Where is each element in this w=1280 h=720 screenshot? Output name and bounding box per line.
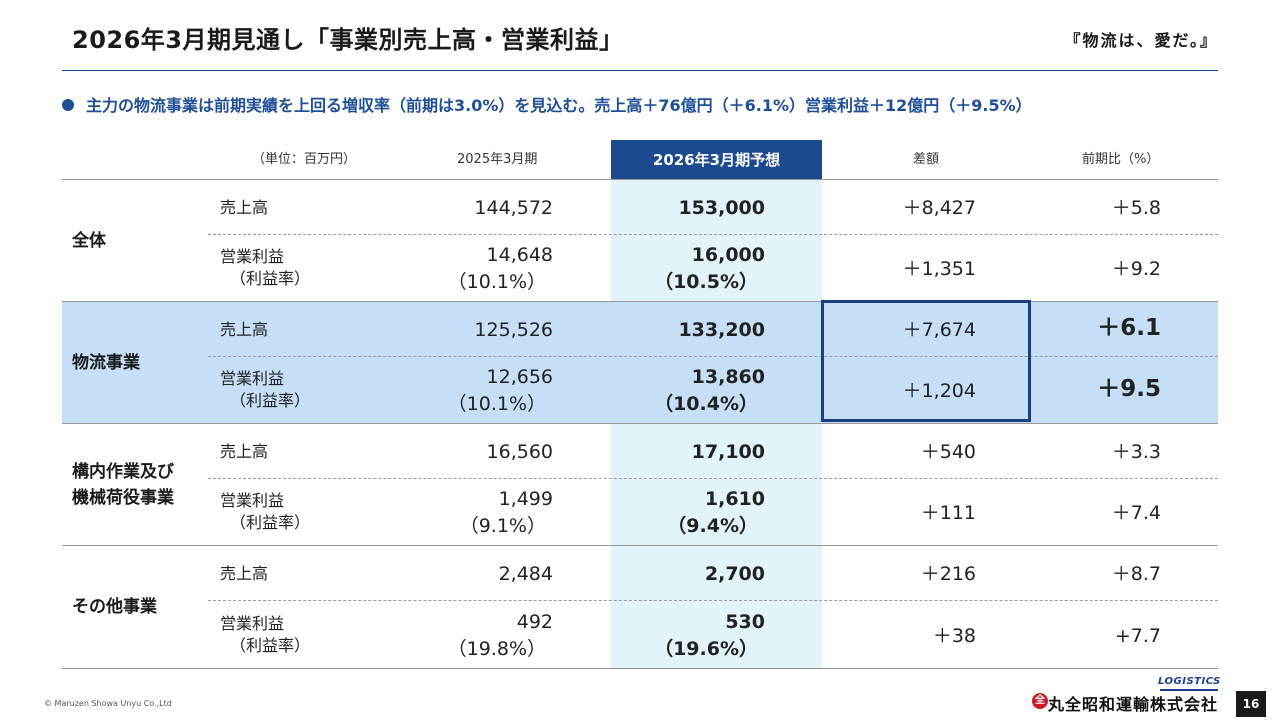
cell-ratio-profit: ＋9.2 xyxy=(1111,258,1161,280)
segment-label: 物流事業 xyxy=(72,353,140,373)
diff-highlight-box xyxy=(821,300,1031,422)
row-label-sales: 売上高 xyxy=(220,198,269,217)
segment-label-line2: 機械荷役事業 xyxy=(72,488,174,508)
summary-bullet: 主力の物流事業は前期実績を上回る増収率（前期は3.0%）を見込む。売上高＋76億… xyxy=(62,92,1032,116)
col-header-ratio: 前期比（%） xyxy=(1082,152,1160,167)
cell-diff-profit: ＋1,351 xyxy=(902,258,976,280)
cell-ratio-sales: ＋8.7 xyxy=(1111,563,1161,585)
cell-prev-profit: 1,499 xyxy=(498,488,553,510)
slogan: 『物流は、愛だ。』 xyxy=(1064,31,1218,50)
row-divider xyxy=(208,234,1218,235)
cell-prev-margin: （10.1%） xyxy=(447,393,546,415)
row-label-profit: 営業利益 xyxy=(220,369,285,388)
segment-label-line1: 構内作業及び xyxy=(72,462,174,482)
cell-forecast-sales: 2,700 xyxy=(704,563,765,585)
cell-ratio-sales: ＋3.3 xyxy=(1111,441,1161,463)
cell-prev-margin: （9.1%） xyxy=(459,515,546,537)
logistics-logo: LOGISTICS xyxy=(1158,676,1221,687)
cell-prev-sales: 125,526 xyxy=(474,319,553,341)
page-title: 2026年3月期見通し「事業別売上高・営業利益」 xyxy=(72,26,624,54)
cell-forecast-sales: 17,100 xyxy=(691,441,765,463)
segment-label: 全体 xyxy=(72,231,106,251)
cell-ratio-profit: ＋9.5 xyxy=(1097,376,1161,402)
cell-forecast-margin: （10.4%） xyxy=(654,393,758,415)
segment-rule xyxy=(62,545,1218,546)
header-rule xyxy=(62,179,1218,180)
cell-forecast-margin: （9.4%） xyxy=(667,515,758,537)
cell-ratio-sales: ＋5.8 xyxy=(1111,197,1161,219)
cell-prev-profit: 12,656 xyxy=(486,366,553,388)
company-name: 丸全昭和運輸株式会社 xyxy=(1048,695,1219,714)
cell-forecast-profit: 1,610 xyxy=(704,488,765,510)
cell-forecast-margin: （10.5%） xyxy=(654,271,758,293)
cell-diff-sales: ＋7,674 xyxy=(902,319,976,341)
col-header-diff: 差額 xyxy=(913,152,940,167)
cell-prev-margin: （10.1%） xyxy=(447,271,546,293)
cell-diff-profit: ＋1,204 xyxy=(902,380,976,402)
cell-forecast-sales: 153,000 xyxy=(678,197,765,219)
segment-rule xyxy=(62,301,1218,302)
row-sublabel-margin: （利益率） xyxy=(230,391,311,410)
segment-rule xyxy=(62,423,1218,424)
col-header-prev: 2025年3月期 xyxy=(457,152,538,167)
cell-forecast-margin: （19.6%） xyxy=(654,638,758,660)
forecast-column-bg xyxy=(611,180,822,668)
cell-prev-sales: 16,560 xyxy=(486,441,553,463)
row-label-profit: 営業利益 xyxy=(220,247,285,266)
row-sublabel-margin: （利益率） xyxy=(230,513,311,532)
cell-prev-profit: 14,648 xyxy=(486,244,553,266)
row-label-sales: 売上高 xyxy=(220,320,269,339)
row-label-sales: 売上高 xyxy=(220,564,269,583)
cell-forecast-profit: 16,000 xyxy=(691,244,765,266)
summary-text: 主力の物流事業は前期実績を上回る増収率（前期は3.0%）を見込む。売上高＋76億… xyxy=(86,96,1032,115)
page-number: 16 xyxy=(1236,691,1266,717)
table-bottom-rule xyxy=(62,668,1218,669)
logistics-logo-bar xyxy=(1160,689,1218,691)
cell-diff-profit: ＋38 xyxy=(932,625,976,647)
row-label-profit: 営業利益 xyxy=(220,614,285,633)
cell-prev-profit: 492 xyxy=(516,611,553,633)
unit-label: （単位：百万円） xyxy=(252,152,357,167)
cell-diff-sales: ＋8,427 xyxy=(902,197,976,219)
segment-label: その他事業 xyxy=(72,597,157,617)
row-sublabel-margin: （利益率） xyxy=(230,269,311,288)
row-divider xyxy=(208,600,1218,601)
cell-forecast-profit: 13,860 xyxy=(691,366,765,388)
bullet-dot-icon xyxy=(62,99,74,111)
cell-prev-margin: （19.8%） xyxy=(447,638,546,660)
logistics-band-overlay xyxy=(611,301,822,423)
cell-prev-sales: 2,484 xyxy=(498,563,553,585)
cell-ratio-sales: ＋6.1 xyxy=(1097,315,1161,341)
cell-ratio-profit: ＋7.4 xyxy=(1111,502,1161,524)
cell-forecast-sales: 133,200 xyxy=(678,319,765,341)
cell-diff-profit: ＋111 xyxy=(920,502,976,524)
copyright: © Maruzen Showa Unyu Co.,Ltd xyxy=(44,699,172,708)
cell-ratio-profit: +7.7 xyxy=(1114,625,1161,647)
row-label-profit: 営業利益 xyxy=(220,491,285,510)
company-logo-icon: 全 xyxy=(1032,693,1048,709)
cell-diff-sales: ＋540 xyxy=(920,441,976,463)
row-divider xyxy=(208,356,1218,357)
cell-prev-sales: 144,572 xyxy=(474,197,553,219)
cell-diff-sales: ＋216 xyxy=(920,563,976,585)
row-label-sales: 売上高 xyxy=(220,442,269,461)
col-header-forecast: 2026年3月期予想 xyxy=(611,140,822,180)
title-divider xyxy=(62,70,1218,71)
cell-forecast-profit: 530 xyxy=(725,611,765,633)
row-divider xyxy=(208,478,1218,479)
row-sublabel-margin: （利益率） xyxy=(230,636,311,655)
